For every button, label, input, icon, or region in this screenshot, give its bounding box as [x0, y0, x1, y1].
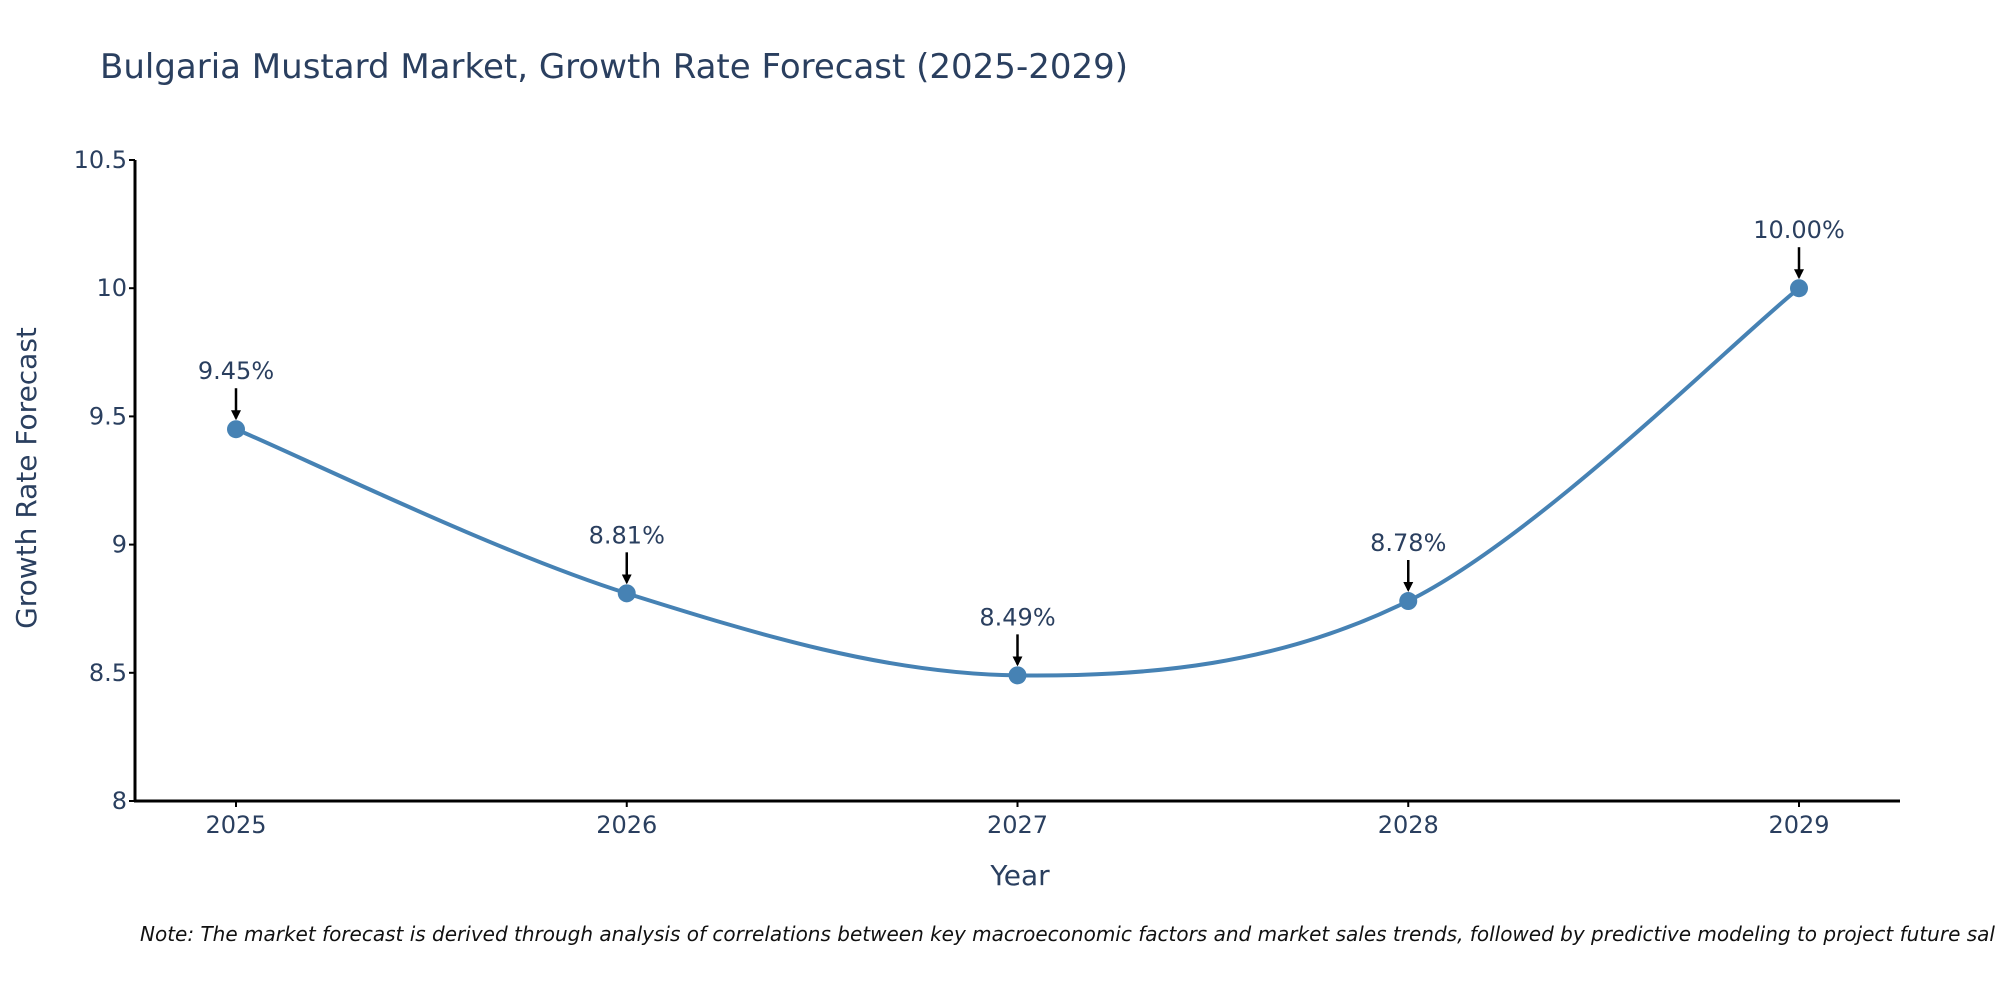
y-axis-title: Growth Rate Forecast	[10, 327, 43, 629]
data-label: 8.49%	[979, 603, 1055, 631]
chart-title: Bulgaria Mustard Market, Growth Rate For…	[100, 47, 1128, 87]
data-point	[617, 584, 636, 603]
footnote: Note: The market forecast is derived thr…	[140, 922, 1995, 946]
x-tick-label: 2028	[1378, 811, 1439, 839]
data-label: 8.78%	[1370, 529, 1446, 557]
y-tick-label: 9.5	[89, 402, 127, 430]
data-label: 10.00%	[1753, 216, 1845, 244]
x-tick-label: 2025	[205, 811, 266, 839]
y-tick-label: 8.5	[89, 659, 127, 687]
x-tick-label: 2026	[596, 811, 657, 839]
x-tick-label: 2029	[1768, 811, 1829, 839]
x-axis-title: Year	[989, 859, 1050, 892]
data-point	[1399, 592, 1418, 611]
y-tick-label: 9	[112, 531, 127, 559]
data-point	[227, 420, 245, 439]
x-tick-label: 2027	[987, 811, 1048, 839]
data-point	[1790, 279, 1808, 298]
y-tick-label: 8	[112, 787, 127, 815]
data-point	[1008, 666, 1027, 685]
data-label: 9.45%	[198, 357, 274, 385]
data-label: 8.81%	[589, 521, 665, 549]
y-tick-label: 10.5	[74, 146, 127, 174]
y-tick-label: 10	[96, 274, 127, 302]
plot-area: 8 8.5 9 9.5 10 10.5 2025 2026 2027 2028 2029 9.45% 8…	[74, 146, 1900, 839]
